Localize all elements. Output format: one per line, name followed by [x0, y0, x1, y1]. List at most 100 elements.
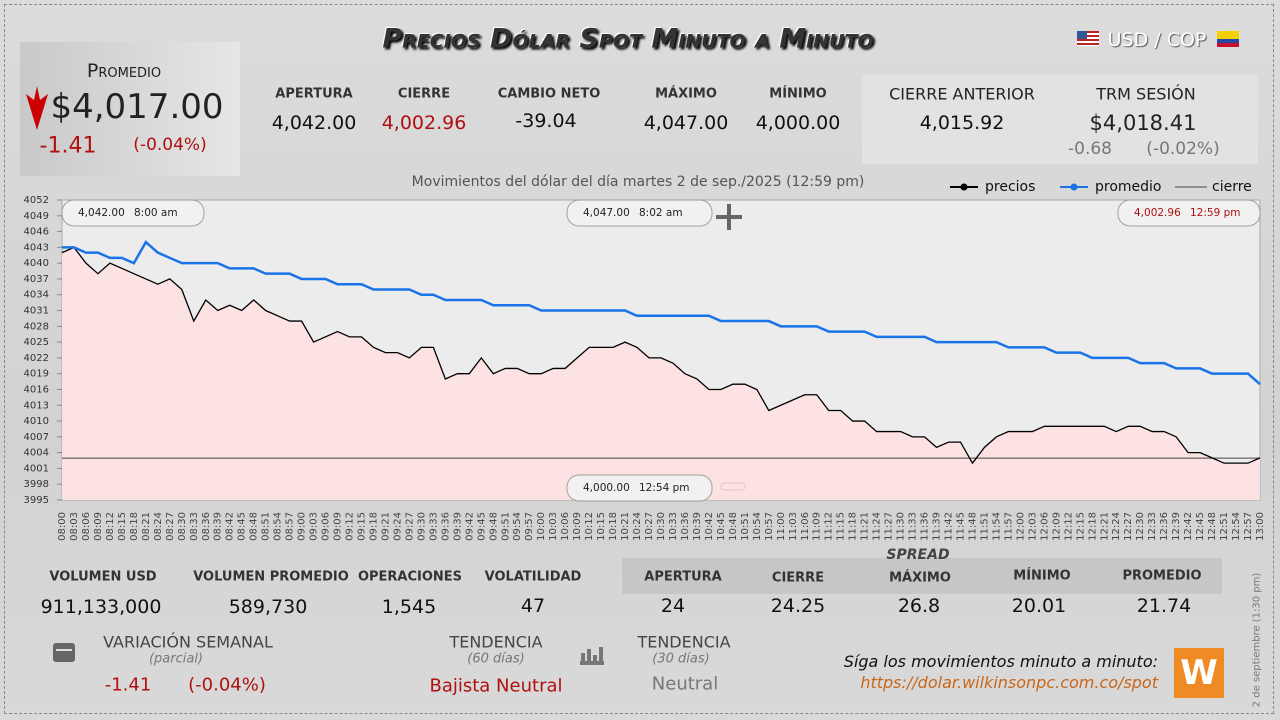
y-tick-label: 3998 — [24, 479, 49, 490]
y-tick-label: 4025 — [24, 337, 49, 348]
x-tick-label: 09:45 — [476, 512, 487, 541]
spread-value: 20.01 — [1011, 595, 1067, 617]
cta-text: Síga los movimientos minuto a minuto: — [843, 652, 1158, 671]
trm-label: TRM SESIÓN — [1096, 84, 1196, 104]
x-tick-label: 12:54 — [1231, 512, 1242, 541]
stat-value: 4,047.00 — [643, 112, 729, 134]
average-change: -1.41 — [39, 133, 97, 159]
trend-label: TENDENCIA — [637, 632, 731, 652]
legend-label: precios — [985, 179, 1035, 195]
x-tick-label: 11:21 — [860, 512, 871, 541]
x-tick-label: 09:54 — [512, 512, 523, 541]
x-tick-label: 10:27 — [644, 512, 655, 541]
x-tick-label: 09:39 — [452, 512, 463, 541]
volume-value: 47 — [520, 595, 546, 617]
logo[interactable]: W — [1174, 648, 1224, 698]
x-tick-label: 12:03 — [1027, 512, 1038, 541]
annotation-box — [61, 199, 205, 227]
x-tick-label: 11:03 — [788, 512, 799, 541]
spread-label: MÍNIMO — [1013, 568, 1071, 584]
stat-value: 4,042.00 — [271, 112, 357, 134]
stat-label: MÍNIMO — [769, 86, 827, 102]
x-tick-label: 12:09 — [1051, 512, 1062, 541]
x-tick-label: 11:57 — [1003, 512, 1014, 541]
x-tick-label: 08:39 — [213, 512, 224, 541]
spread-label: APERTURA — [644, 569, 722, 585]
x-tick-label: 08:54 — [273, 512, 284, 541]
annotation-value: 4,002.96 — [1134, 207, 1181, 219]
x-tick-label: 10:00 — [536, 512, 547, 541]
spread-value: 24.25 — [770, 595, 826, 617]
timestamp: 2 de septiembre (1:30 pm) — [1251, 572, 1263, 708]
x-tick-label: 09:09 — [333, 512, 344, 541]
spread-label: MÁXIMO — [889, 570, 951, 586]
chart: Movimientos del dólar del día martes 2 d… — [24, 174, 1266, 541]
spread-value: 21.74 — [1136, 595, 1192, 617]
stat-value: 4,002.96 — [381, 112, 467, 134]
y-tick-label: 4019 — [24, 369, 49, 380]
x-tick-label: 10:09 — [572, 512, 583, 541]
x-tick-label: 09:24 — [392, 512, 403, 541]
x-tick-label: 08:18 — [129, 512, 140, 541]
x-tick-label: 10:12 — [584, 512, 595, 541]
y-tick-label: 4001 — [24, 463, 49, 474]
x-tick-label: 12:12 — [1063, 512, 1074, 541]
x-tick-label: 08:33 — [189, 512, 200, 541]
x-tick-label: 11:36 — [920, 512, 931, 541]
annotation-time: 12:59 pm — [1190, 207, 1241, 219]
spread-label: CIERRE — [771, 570, 825, 586]
x-tick-label: 10:06 — [560, 512, 571, 541]
x-tick-label: 12:48 — [1207, 512, 1218, 541]
x-tick-label: 08:42 — [225, 512, 236, 541]
x-tick-label: 08:15 — [117, 512, 128, 541]
x-tick-label: 12:21 — [1099, 512, 1110, 541]
x-tick-label: 10:57 — [764, 512, 775, 541]
x-tick-label: 12:51 — [1219, 512, 1230, 541]
legend-label: cierre — [1212, 179, 1252, 195]
x-tick-label: 08:36 — [201, 512, 212, 541]
co-flag — [1217, 31, 1239, 47]
y-tick-label: 4031 — [24, 306, 49, 317]
annotation-value: 4,047.00 — [583, 207, 630, 219]
weekly-change-pct: (-0.04%) — [188, 674, 266, 696]
trend-label: TENDENCIA — [449, 632, 543, 652]
trend-value: Neutral — [651, 673, 719, 695]
y-tick-label: 4007 — [24, 432, 49, 443]
x-tick-label: 08:06 — [81, 512, 92, 541]
spread-band — [622, 558, 1222, 594]
down-arrow — [26, 86, 48, 130]
series-line — [62, 240, 1261, 386]
x-tick-label: 11:30 — [896, 512, 907, 541]
prev-close-label: CIERRE ANTERIOR — [889, 84, 1035, 104]
annotation-box — [1117, 199, 1261, 227]
frame — [4, 4, 1274, 714]
x-tick-label: 10:51 — [740, 512, 751, 541]
x-tick-label: 12:39 — [1171, 512, 1182, 541]
spread-value: 26.8 — [897, 595, 941, 617]
x-tick-label: 11:00 — [776, 512, 787, 541]
stat-label: CAMBIO NETO — [497, 86, 601, 102]
x-tick-label: 12:00 — [1015, 512, 1026, 541]
x-tick-label: 10:18 — [608, 512, 619, 541]
x-tick-label: 09:03 — [309, 512, 320, 541]
x-tick-label: 13:00 — [1255, 512, 1266, 541]
y-tick-label: 4004 — [24, 448, 49, 459]
x-tick-label: 08:00 — [57, 512, 68, 541]
us-flag — [1077, 31, 1099, 46]
site-link[interactable]: https://dolar.wilkinsonpc.com.co/spot — [860, 673, 1158, 692]
legend-dot — [960, 183, 968, 191]
trend-icon — [580, 647, 604, 665]
stat-label: CIERRE — [397, 86, 451, 102]
trend-bars — [580, 647, 604, 665]
currency-pair: USD / COP — [1107, 29, 1207, 51]
weekly-label: VARIACIÓN SEMANAL — [103, 632, 273, 652]
average-label: Promedio — [86, 60, 162, 82]
x-tick-label: 09:57 — [524, 512, 535, 541]
x-tick-label: 08:51 — [261, 512, 272, 541]
x-tick-label: 11:48 — [967, 512, 978, 541]
annotation-value: 4,000.00 — [583, 482, 630, 494]
x-tick-label: 12:36 — [1159, 512, 1170, 541]
trend-note: (30 días) — [652, 651, 710, 667]
volume-label: VOLUMEN USD — [49, 569, 157, 585]
x-tick-label: 12:06 — [1039, 512, 1050, 541]
